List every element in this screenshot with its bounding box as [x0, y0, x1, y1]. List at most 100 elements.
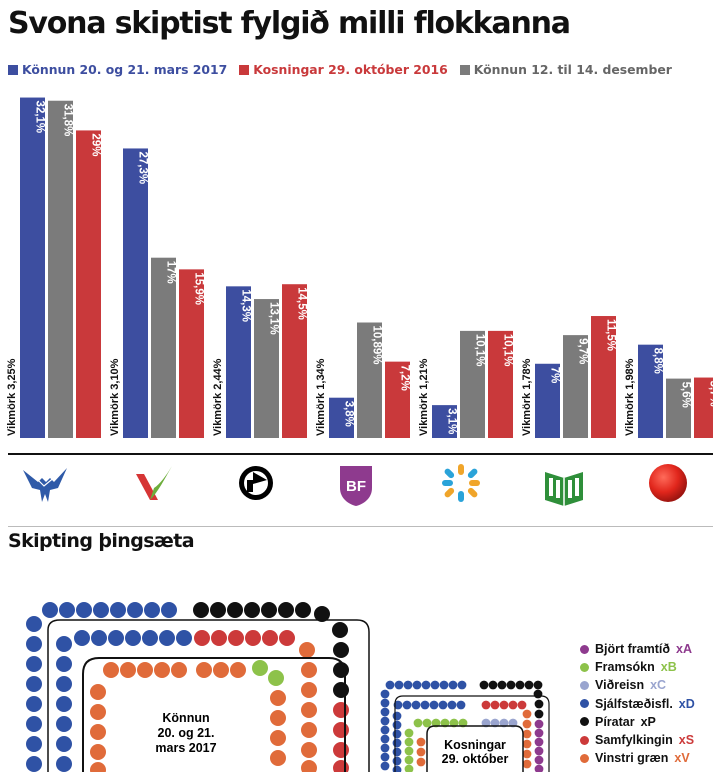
- bar: [694, 377, 713, 438]
- seat-dot: [534, 746, 544, 756]
- seat-legend-item: Píratar xP: [580, 713, 695, 731]
- legend-swatch-gray: [459, 64, 470, 75]
- seat-dot: [161, 602, 177, 618]
- data-label: 29%: [90, 133, 102, 156]
- seat-legend-code: xV: [674, 751, 690, 766]
- seat-dot: [392, 765, 402, 772]
- seat-dot: [103, 662, 119, 678]
- seat-dot: [56, 636, 72, 652]
- bar: [76, 130, 101, 438]
- data-label: 9,7%: [577, 338, 589, 364]
- party-dot-icon: [580, 699, 589, 709]
- bar: [432, 405, 457, 438]
- seat-dot: [299, 642, 315, 658]
- data-label: 10,89%: [371, 326, 383, 365]
- seat-dot: [403, 680, 413, 690]
- seat-dot: [522, 719, 532, 729]
- seat-dot: [333, 662, 349, 678]
- seat-dot: [333, 682, 349, 698]
- seat-dot: [440, 718, 450, 728]
- data-label: 17%: [165, 261, 177, 284]
- data-label: 13,1%: [268, 302, 280, 335]
- bar: [460, 330, 485, 438]
- seat-dot: [245, 630, 261, 646]
- seat-dot: [534, 755, 544, 765]
- seat-dot: [333, 760, 349, 772]
- data-label: 31,8%: [62, 104, 74, 137]
- seat-legend-name: Sjálfstæðisfl.: [595, 696, 673, 711]
- samfylkingin-logo-icon: [649, 464, 687, 502]
- seat-dot: [26, 656, 42, 672]
- baseline-divider: [8, 453, 713, 455]
- seat-dot: [228, 630, 244, 646]
- seat-dot: [261, 602, 277, 618]
- eagle-logo-icon: [23, 468, 67, 502]
- seat-dot: [91, 630, 107, 646]
- seat-dot: [508, 700, 518, 710]
- seat-dot: [416, 757, 426, 767]
- section-divider: [8, 526, 713, 527]
- seat-dot: [497, 680, 507, 690]
- data-label: 5,7%: [708, 381, 713, 407]
- seat-dot: [517, 700, 527, 710]
- seat-dot: [42, 602, 58, 618]
- seat-dot: [301, 760, 317, 772]
- seat-dot: [430, 680, 440, 690]
- margin-label: Vikmörk 1,34%: [315, 358, 327, 436]
- seat-dot: [380, 707, 390, 717]
- bar: [226, 286, 251, 438]
- seat-dot: [420, 700, 430, 710]
- seat-dot: [137, 662, 153, 678]
- seat-legend-name: Viðreisn: [595, 678, 645, 693]
- data-label: 10,1%: [502, 334, 514, 367]
- seat-dot: [499, 700, 509, 710]
- seat-dot: [144, 602, 160, 618]
- data-label: 7,2%: [399, 365, 411, 391]
- seat-dot: [333, 642, 349, 658]
- seat-dot: [295, 602, 311, 618]
- data-label: 11,5%: [605, 319, 617, 351]
- seat-dot: [534, 728, 544, 738]
- seat-dot: [262, 630, 278, 646]
- seat-dot: [244, 602, 260, 618]
- seat-dot: [56, 656, 72, 672]
- election-outer-frame: [394, 695, 550, 772]
- seat-diagram: Könnun 20. og 21. mars 2017 Kosningar 29…: [26, 602, 550, 772]
- seat-dot: [488, 680, 498, 690]
- seat-dot: [522, 759, 532, 769]
- legend-label-desember: Könnun 12. til 14. desember: [473, 62, 672, 77]
- party-dot-icon: [580, 717, 589, 727]
- seat-dot: [522, 739, 532, 749]
- seat-dot: [90, 744, 106, 760]
- seat-legend-item: Sjálfstæðisfl. xD: [580, 695, 695, 713]
- bar: [123, 148, 148, 439]
- seat-dot: [127, 602, 143, 618]
- seat-legend-item: Viðreisn xC: [580, 676, 695, 694]
- data-label: 5,6%: [680, 382, 692, 408]
- seat-dot: [515, 680, 525, 690]
- seat-dot: [74, 630, 90, 646]
- data-label: 27,3%: [137, 151, 149, 184]
- legend-label-mars: Könnun 20. og 21. mars 2017: [22, 62, 228, 77]
- seat-dot: [392, 756, 402, 766]
- seat-dot: [159, 630, 175, 646]
- party-dot-icon: [580, 735, 589, 745]
- seat-dot: [314, 606, 330, 622]
- seat-dot: [421, 680, 431, 690]
- data-label: 3,8%: [343, 401, 355, 427]
- seat-legend-code: xP: [640, 714, 656, 729]
- seat-legend-item: Björt framtíð xA: [580, 640, 695, 658]
- seat-dot: [449, 718, 459, 728]
- seat-dot: [412, 680, 422, 690]
- seat-dot: [301, 682, 317, 698]
- seat-dot: [380, 716, 390, 726]
- seat-dot: [457, 680, 467, 690]
- pirate-logo-icon: [239, 466, 273, 500]
- bar: [666, 378, 691, 438]
- seat-legend-name: Vinstri græn: [595, 751, 669, 766]
- seat-dot: [413, 718, 423, 728]
- seat-dot: [479, 680, 489, 690]
- seat-dot: [90, 704, 106, 720]
- seat-dot: [422, 718, 432, 728]
- seat-dot: [26, 636, 42, 652]
